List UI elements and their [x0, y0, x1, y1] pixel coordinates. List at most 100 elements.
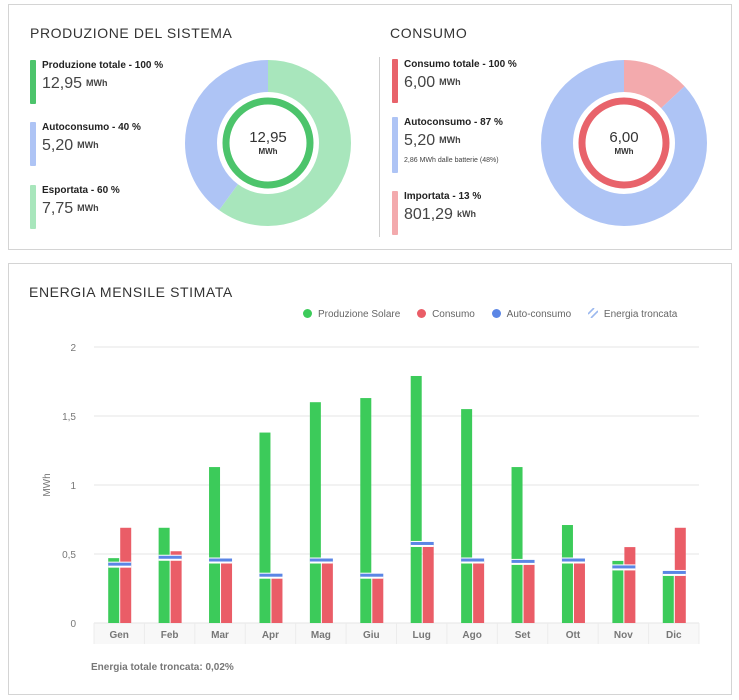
- consumption-selfconsumption-stat: Autoconsumo - 87 % 5,20 MWh 2,86 MWh dall…: [392, 117, 503, 173]
- y-axis-label: MWh: [42, 473, 53, 496]
- stat-value: 801,29 kWh: [404, 204, 481, 225]
- stat-label: Autoconsumo - 87 %: [404, 117, 503, 128]
- y-tick-label: 2: [70, 343, 76, 354]
- bar-consumption-Set[interactable]: [523, 562, 535, 623]
- stat-unit: MWh: [439, 135, 461, 145]
- stat-value: 5,20 MWh: [404, 130, 503, 151]
- bar-consumption-Ago[interactable]: [473, 560, 485, 623]
- selfconsumption-marker-Apr[interactable]: [259, 573, 283, 577]
- bar-solar-Nov[interactable]: [612, 560, 624, 623]
- bar-solar-Mag[interactable]: [309, 402, 321, 623]
- production-exported-stat: Esportata - 60 % 7,75 MWh: [30, 185, 120, 229]
- bar-solar-Apr[interactable]: [259, 432, 271, 623]
- x-tick-label: Mag: [311, 630, 331, 641]
- stat-label: Produzione totale - 100 %: [42, 60, 164, 71]
- consumption-selfconsumption-color-bar: [392, 117, 398, 173]
- donut-unit: MWh: [258, 147, 278, 156]
- donut-value: 12,95: [249, 129, 287, 146]
- bar-consumption-Mar[interactable]: [221, 562, 233, 623]
- selfconsumption-marker-Nov[interactable]: [612, 565, 636, 569]
- consumption-donut-ring: [578, 97, 670, 189]
- bar-solar-Feb[interactable]: [158, 527, 170, 623]
- selfconsumption-marker-Feb[interactable]: [158, 555, 182, 559]
- production-selfconsumption-stat: Autoconsumo - 40 % 5,20 MWh: [30, 122, 141, 166]
- stat-value: 5,20 MWh: [42, 135, 141, 156]
- selfconsumption-marker-Giu[interactable]: [360, 573, 384, 577]
- legend-label: Consumo: [432, 309, 475, 320]
- consumption-imported-stat: Importata - 13 % 801,29 kWh: [392, 191, 481, 235]
- stat-value: 7,75 MWh: [42, 198, 120, 219]
- selfconsumption-marker-Ott[interactable]: [561, 558, 585, 562]
- x-tick-label: Apr: [262, 630, 279, 641]
- stat-unit: kWh: [456, 209, 476, 219]
- consumption-total-stat: Consumo totale - 100 % 6,00 MWh: [392, 59, 517, 103]
- hatch-icon: [587, 308, 598, 318]
- stat-unit: MWh: [77, 203, 99, 213]
- y-tick-label: 0,5: [62, 550, 76, 561]
- consumption-imported-color-bar: [392, 191, 398, 235]
- legend-item-solar[interactable]: Produzione Solare: [303, 309, 400, 320]
- bar-solar-Mar[interactable]: [209, 467, 221, 623]
- bar-consumption-Apr[interactable]: [271, 577, 283, 623]
- x-tick-label: Lug: [413, 630, 431, 641]
- y-tick-label: 0: [70, 619, 76, 630]
- stat-number: 5,20: [42, 137, 74, 154]
- stat-label: Importata - 13 %: [404, 191, 482, 202]
- x-tick-label: Mar: [211, 630, 229, 641]
- stat-number: 6,00: [404, 74, 436, 91]
- stat-label: Consumo totale - 100 %: [404, 59, 517, 70]
- chart-legend: Produzione Solare Consumo Auto-consumo E…: [289, 308, 677, 320]
- selfconsumption-marker-Mag[interactable]: [309, 558, 333, 562]
- bar-solar-Set[interactable]: [511, 467, 523, 623]
- legend-label: Auto-consumo: [506, 309, 572, 320]
- y-tick-label: 1: [70, 481, 76, 492]
- bar-solar-Lug[interactable]: [410, 375, 422, 623]
- bar-solar-Ago[interactable]: [461, 409, 473, 623]
- x-tick-label: Set: [515, 630, 531, 641]
- selfconsumption-marker-Lug[interactable]: [410, 541, 434, 545]
- x-tick-label: Feb: [161, 630, 179, 641]
- production-exported-color-bar: [30, 185, 36, 229]
- legend-item-truncated[interactable]: Energia troncata: [587, 308, 677, 320]
- selfconsumption-marker-Dic[interactable]: [662, 570, 686, 574]
- legend-item-consumption[interactable]: Consumo: [417, 309, 475, 320]
- stat-number: 801,29: [404, 206, 453, 223]
- bar-consumption-Nov[interactable]: [624, 547, 636, 623]
- selfconsumption-marker-Gen[interactable]: [108, 562, 132, 566]
- section-divider: [379, 57, 380, 237]
- bar-solar-Gen[interactable]: [108, 558, 120, 623]
- bar-solar-Ott[interactable]: [561, 525, 573, 623]
- bar-consumption-Ott[interactable]: [573, 560, 585, 623]
- monthly-energy-card: ENERGIA MENSILE STIMATA Produzione Solar…: [8, 263, 732, 695]
- bar-consumption-Gen[interactable]: [120, 527, 132, 623]
- consumption-total-color-bar: [392, 59, 398, 103]
- y-tick-label: 1,5: [62, 412, 76, 423]
- donut-value: 6,00: [609, 129, 639, 146]
- x-tick-label: Gen: [109, 630, 128, 641]
- production-donut-ring: [222, 97, 314, 189]
- stat-value: 12,95 MWh: [42, 73, 163, 94]
- production-donut-center: 12,95 MWh: [218, 129, 318, 156]
- production-title: PRODUZIONE DEL SISTEMA: [30, 25, 233, 41]
- bar-consumption-Feb[interactable]: [170, 551, 182, 623]
- x-tick-label: Ott: [566, 630, 581, 641]
- bar-consumption-Giu[interactable]: [372, 577, 384, 623]
- selfconsumption-marker-Ago[interactable]: [461, 558, 485, 562]
- bar-consumption-Mag[interactable]: [321, 560, 333, 623]
- legend-item-selfconsumption[interactable]: Auto-consumo: [491, 309, 572, 320]
- legend-swatch: [303, 309, 312, 318]
- selfconsumption-marker-Set[interactable]: [511, 559, 535, 563]
- bar-solar-Dic[interactable]: [662, 573, 674, 623]
- bar-consumption-Lug[interactable]: [422, 544, 434, 623]
- bar-solar-Giu[interactable]: [360, 398, 372, 623]
- production-donut-slice-1[interactable]: [185, 60, 351, 226]
- stat-unit: MWh: [86, 78, 108, 88]
- donut-unit: MWh: [614, 147, 634, 156]
- battery-note: 2,86 MWh dalle batterie (48%): [404, 157, 499, 164]
- consumption-donut-slice-1[interactable]: [541, 60, 707, 226]
- consumption-donut-center: 6,00 MWh: [574, 129, 674, 156]
- selfconsumption-marker-Mar[interactable]: [209, 558, 233, 562]
- truncated-total-note: Energia totale troncata: 0,02%: [91, 662, 234, 673]
- x-tick-label: Nov: [614, 630, 633, 641]
- legend-swatch: [417, 309, 427, 318]
